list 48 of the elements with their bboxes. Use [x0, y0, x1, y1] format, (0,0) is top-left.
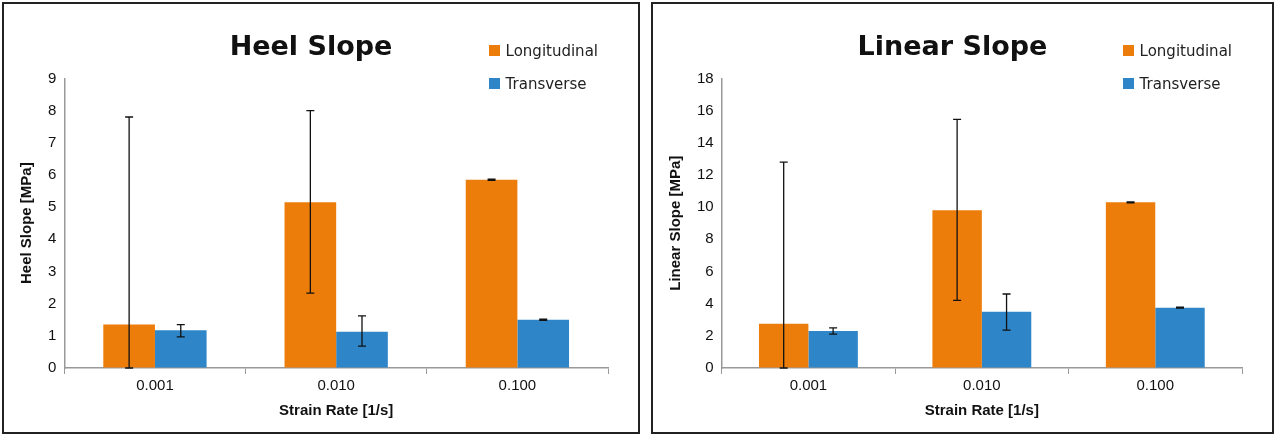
bar	[1155, 307, 1205, 368]
bar	[932, 210, 982, 368]
y-tick-label: 3	[48, 261, 57, 279]
y-tick-label: 8	[48, 100, 57, 118]
x-axis-title: Strain Rate [1/s]	[924, 401, 1039, 419]
y-tick-label: 14	[697, 132, 714, 150]
y-tick-label: 12	[697, 165, 714, 183]
y-tick-label: 8	[705, 229, 714, 247]
x-tick-label: 0.100	[1136, 376, 1175, 394]
chart-title: Linear Slope	[857, 30, 1048, 62]
bar	[103, 324, 155, 368]
bar	[981, 311, 1032, 368]
legend-label: Transverse	[505, 74, 587, 93]
y-tick-label: 0	[48, 358, 57, 376]
y-tick-label: 18	[697, 68, 714, 86]
legend-label: Longitudinal	[1139, 41, 1232, 60]
y-tick-label: 0	[705, 358, 714, 376]
y-tick-label: 5	[48, 197, 57, 215]
bar	[465, 179, 518, 368]
bar	[284, 202, 337, 368]
x-tick-label: 0.010	[317, 376, 355, 394]
chart-title: Heel Slope	[229, 30, 393, 62]
bar	[808, 331, 858, 368]
x-tick-label: 0.100	[498, 376, 537, 394]
y-axis-title: Linear Slope [MPa]	[666, 155, 684, 291]
x-tick-label: 0.010	[963, 376, 1001, 394]
y-tick-label: 4	[705, 293, 714, 311]
bar	[1105, 202, 1156, 368]
y-tick-label: 4	[48, 229, 57, 247]
y-tick-label: 6	[705, 261, 714, 279]
y-tick-label: 9	[48, 68, 57, 86]
y-tick-label: 7	[48, 132, 57, 150]
bar	[154, 330, 207, 368]
x-tick-label: 0.001	[136, 376, 174, 394]
y-tick-label: 16	[697, 100, 714, 118]
y-tick-label: 2	[48, 293, 57, 311]
legend-label: Transverse	[1139, 74, 1221, 93]
bar	[517, 319, 570, 368]
y-tick-label: 10	[697, 197, 714, 215]
y-tick-label: 6	[48, 165, 57, 183]
y-axis-title: Heel Slope [MPa]	[17, 162, 35, 285]
y-tick-label: 1	[48, 325, 57, 343]
legend-label: Longitudinal	[505, 41, 598, 60]
x-tick-label: 0.001	[789, 376, 828, 394]
y-tick-label: 2	[705, 325, 714, 343]
bar	[758, 323, 809, 368]
bar	[336, 331, 388, 368]
x-axis-title: Strain Rate [1/s]	[279, 401, 394, 419]
